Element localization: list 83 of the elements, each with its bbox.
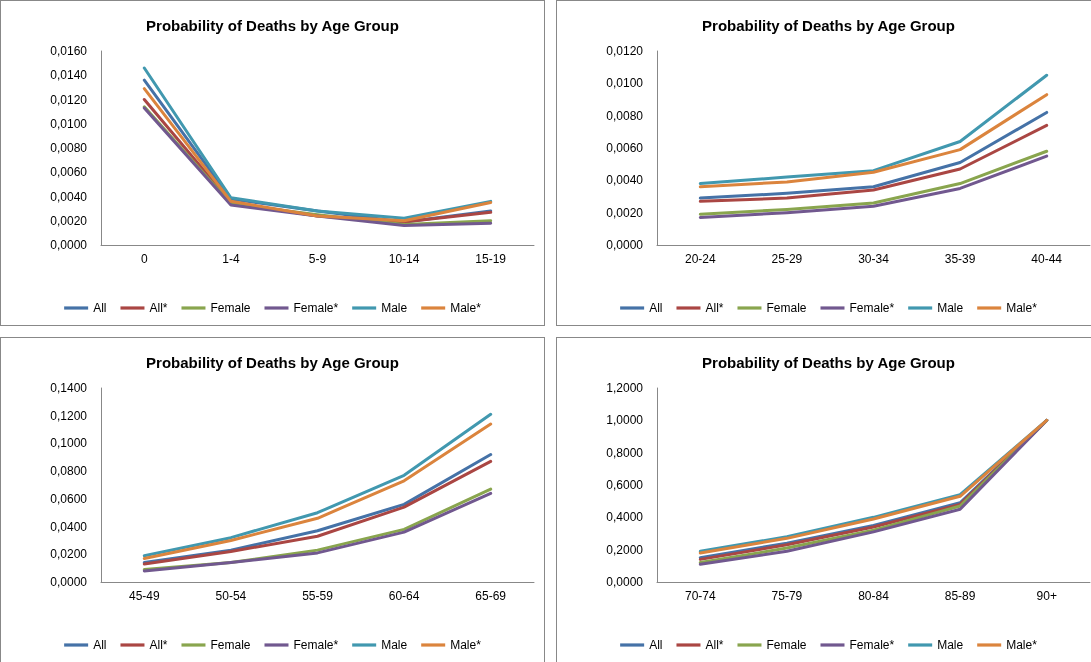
y-tick-label: 0,0060: [50, 165, 88, 180]
y-tick-label: 0,0160: [50, 44, 88, 58]
legend-label: All*: [705, 301, 724, 315]
y-tick-label: 0,0000: [50, 575, 88, 589]
y-tick-label: 0,0040: [606, 173, 644, 188]
legend-label: All: [93, 301, 107, 315]
chart-title: Probability of Deaths by Age Group: [146, 354, 399, 371]
y-tick-label: 0,0200: [50, 547, 88, 562]
x-tick-label: 65-69: [475, 589, 507, 603]
x-tick-label: 30-34: [858, 252, 890, 266]
legend-label: Female: [210, 301, 251, 315]
y-tick-label: 0,0000: [50, 238, 88, 252]
y-tick-label: 0,0040: [50, 189, 88, 204]
x-tick-label: 70-74: [684, 589, 716, 603]
chart-title: Probability of Deaths by Age Group: [702, 17, 955, 34]
legend-label: Female: [766, 638, 807, 652]
legend-label: Male*: [1006, 301, 1038, 315]
x-tick-label: 45-49: [128, 589, 160, 603]
legend-label: All: [649, 301, 663, 315]
y-tick-label: 0,0140: [50, 68, 88, 83]
y-tick-label: 0,0060: [606, 141, 644, 155]
legend-label: Female: [766, 301, 807, 315]
legend-label: Female*: [293, 638, 339, 652]
y-tick-label: 0,0080: [606, 108, 644, 123]
y-tick-label: 0,1400: [50, 381, 88, 395]
y-tick-label: 0,0800: [50, 464, 88, 479]
x-tick-label: 15-19: [475, 252, 507, 266]
y-tick-label: 0,0100: [50, 116, 88, 131]
y-tick-label: 1,0000: [606, 413, 644, 428]
x-tick-label: 20-24: [684, 252, 716, 266]
legend-label: Male*: [450, 301, 482, 315]
x-tick-label: 1-4: [222, 252, 240, 266]
x-tick-label: 0: [140, 252, 148, 266]
x-tick-label: 55-59: [302, 589, 334, 603]
y-tick-label: 0,6000: [606, 478, 644, 492]
x-tick-label: 50-54: [215, 589, 247, 603]
line-series: [698, 123, 1049, 203]
y-tick-label: 0,0080: [50, 141, 88, 155]
legend-label: Male*: [1006, 638, 1038, 652]
legend-label: All*: [149, 301, 168, 315]
y-tick-label: 0,0120: [606, 44, 644, 58]
y-tick-label: 0,0020: [50, 213, 88, 228]
x-tick-label: 5-9: [308, 252, 327, 266]
y-tick-label: 0,0020: [606, 205, 644, 220]
y-tick-label: 0,0600: [50, 491, 88, 506]
legend-label: Male: [381, 301, 408, 315]
y-tick-label: 0,0400: [50, 519, 88, 534]
x-tick-label: 90+: [1036, 589, 1057, 603]
x-tick-label: 25-29: [771, 252, 803, 266]
y-tick-label: 0,4000: [606, 510, 644, 525]
line-series: [698, 73, 1049, 186]
legend-label: All*: [149, 638, 168, 652]
legend-label: Female: [210, 638, 251, 652]
line-series: [698, 110, 1049, 200]
legend-label: Female*: [849, 638, 895, 652]
x-tick-label: 10-14: [388, 252, 420, 266]
x-tick-label: 40-44: [1031, 252, 1063, 266]
y-tick-label: 0,0120: [50, 92, 88, 107]
legend-label: Male*: [450, 638, 482, 652]
y-tick-label: 0,1000: [50, 436, 88, 451]
legend-label: All: [93, 638, 107, 652]
x-tick-label: 75-79: [771, 589, 803, 603]
y-tick-label: 1,2000: [606, 381, 644, 395]
y-tick-label: 0,0000: [606, 575, 644, 589]
x-tick-label: 60-64: [388, 589, 420, 603]
x-tick-label: 80-84: [858, 589, 890, 603]
legend-label: All: [649, 638, 663, 652]
y-tick-label: 0,0000: [606, 238, 644, 252]
line-series: [698, 93, 1049, 189]
legend-label: Male: [381, 638, 408, 652]
y-tick-label: 0,1200: [50, 408, 88, 423]
chart-title: Probability of Deaths by Age Group: [146, 17, 399, 34]
y-tick-label: 0,8000: [606, 445, 644, 460]
legend-label: Female*: [293, 301, 339, 315]
legend-label: Female*: [849, 301, 895, 315]
x-tick-label: 85-89: [944, 589, 976, 603]
legend-label: Male: [937, 638, 964, 652]
x-tick-label: 35-39: [944, 252, 976, 266]
chart-title: Probability of Deaths by Age Group: [702, 354, 955, 371]
y-tick-label: 0,2000: [606, 542, 644, 557]
legend-label: All*: [705, 638, 724, 652]
legend-label: Male: [937, 301, 964, 315]
y-tick-label: 0,0100: [606, 76, 644, 91]
